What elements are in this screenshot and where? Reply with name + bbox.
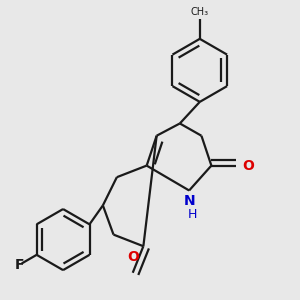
Text: H: H bbox=[188, 208, 197, 221]
Text: F: F bbox=[15, 258, 24, 272]
Text: O: O bbox=[127, 250, 139, 265]
Text: O: O bbox=[242, 159, 254, 172]
Text: N: N bbox=[183, 194, 195, 208]
Text: CH₃: CH₃ bbox=[191, 7, 209, 17]
